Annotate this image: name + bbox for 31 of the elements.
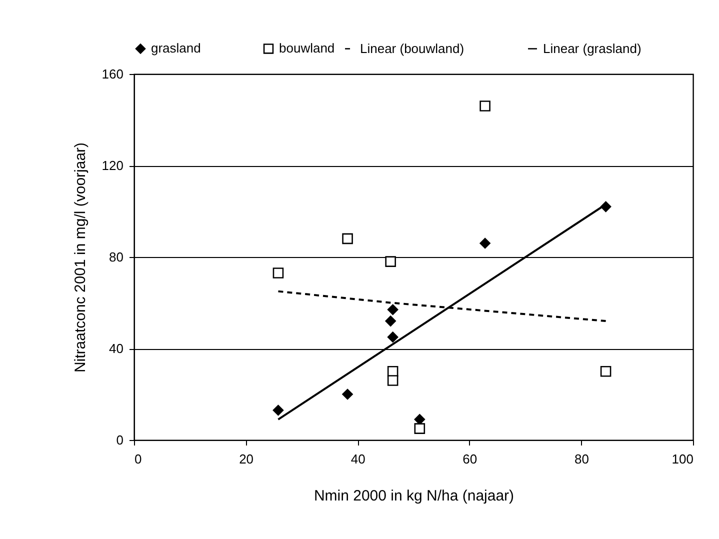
legend-label: Linear (bouwland) — [360, 40, 464, 56]
legend-label: grasland — [151, 40, 201, 56]
point — [480, 238, 490, 249]
y-tick-label: 160 — [102, 66, 124, 82]
y-tick-label: 40 — [109, 341, 124, 356]
x-tick-label: 60 — [462, 452, 478, 466]
x-tick-label: 0 — [134, 452, 142, 466]
y-tick-label: 80 — [109, 250, 124, 264]
x-tick-label: 40 — [350, 452, 366, 466]
point — [342, 388, 353, 400]
y-tick-label: 120 — [102, 158, 124, 173]
x-tick-label: 20 — [239, 452, 254, 466]
point — [600, 366, 612, 377]
point — [414, 423, 426, 434]
point — [272, 404, 284, 416]
point — [342, 233, 353, 244]
legend-label: bouwland — [279, 40, 335, 56]
x-tick-label: 80 — [574, 452, 589, 466]
y-tick-label: 0 — [116, 432, 124, 448]
x-axis-title: Nmin 2000 in kg N/ha (najaar) — [314, 488, 514, 504]
point — [272, 268, 284, 278]
y-axis-title: Nitraatconc 2001 in mg/l (voorjaar) — [72, 142, 89, 373]
point — [385, 256, 396, 267]
point — [387, 304, 398, 316]
point — [387, 375, 398, 386]
legend-label: Linear (grasland) — [543, 40, 642, 56]
point — [480, 100, 490, 112]
point — [414, 414, 426, 425]
point — [385, 316, 396, 326]
point — [387, 332, 398, 342]
x-tick-label: 100 — [672, 452, 694, 466]
